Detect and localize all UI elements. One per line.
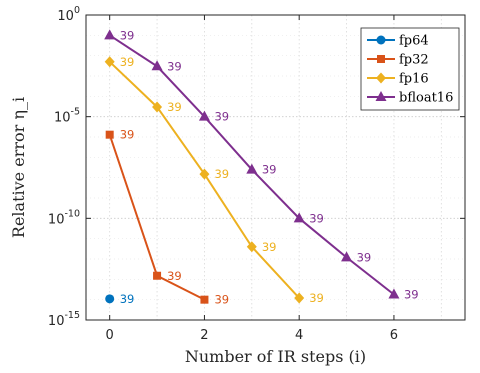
data-point-fp32 [153,271,162,280]
y-tick-label: 10-10 [48,208,80,227]
legend-marker-fp64 [376,35,386,45]
x-tick-label: 2 [200,328,208,343]
x-axis-title: Number of IR steps (i) [185,347,366,366]
data-label-fp32: 39 [214,293,229,307]
y-tick-label: 100 [57,5,80,24]
series-fp32 [105,130,209,304]
legend-label-fp64: fp64 [399,34,429,49]
data-point-fp16 [294,292,305,304]
data-label-bfloat16: 39 [120,28,135,42]
x-tick-label: 4 [295,328,303,343]
data-label-bfloat16: 39 [404,287,419,301]
legend-marker-bfloat16 [375,91,387,101]
axes: 0 2 4 6 10-15 10-10 10-5 100 [48,5,465,343]
legend-label-fp16: fp16 [399,72,429,87]
data-label-bfloat16: 39 [309,211,324,225]
series-lines [104,29,400,304]
data-point-fp16 [152,101,163,113]
legend-marker-fp16 [376,72,386,84]
data-point-bfloat16 [104,29,116,40]
data-point-bfloat16 [388,288,400,299]
legend-label-bfloat16: bfloat16 [399,91,453,106]
data-label-bfloat16: 39 [214,110,229,124]
data-point-bfloat16 [198,110,210,121]
series-bfloat16 [104,29,400,299]
series-fp16 [104,56,305,304]
data-label-fp16: 39 [120,55,135,69]
data-label-fp16: 39 [167,100,182,114]
series-fp64 [105,294,115,304]
data-label-fp16: 39 [309,291,324,305]
data-point-fp16 [104,56,115,68]
data-point-bfloat16 [293,212,305,223]
data-label-fp16: 39 [262,240,277,254]
data-label-bfloat16: 39 [357,250,372,264]
data-point-fp64 [105,294,115,304]
x-tick-label: 0 [106,328,114,343]
data-label-bfloat16: 39 [262,163,277,177]
data-label-fp32: 39 [120,128,135,142]
y-axis-title: Relative error η_i [9,97,28,238]
x-tick-label: 6 [390,328,398,343]
data-point-bfloat16 [341,251,353,262]
data-point-fp16 [199,168,210,180]
y-tick-label: 10-5 [54,107,80,126]
y-tick-label: 10-15 [48,310,80,329]
data-labels: 39 39 39 39 39 39 39 39 39 39 39 39 39 39 39 39 [120,28,419,306]
data-label-fp64: 39 [120,292,135,306]
plot-frame [85,14,466,321]
data-point-fp16 [246,241,257,253]
data-point-fp32 [200,295,209,304]
legend-label-fp32: fp32 [399,53,429,68]
data-label-bfloat16: 39 [167,59,182,73]
data-point-bfloat16 [151,60,163,71]
data-point-bfloat16 [246,163,258,174]
legend: fp64 fp32 fp16 bfloat16 [360,27,460,111]
data-label-fp32: 39 [167,269,182,283]
legend-marker-fp32 [377,55,385,63]
data-point-fp32 [105,130,114,139]
data-label-fp16: 39 [214,167,229,181]
